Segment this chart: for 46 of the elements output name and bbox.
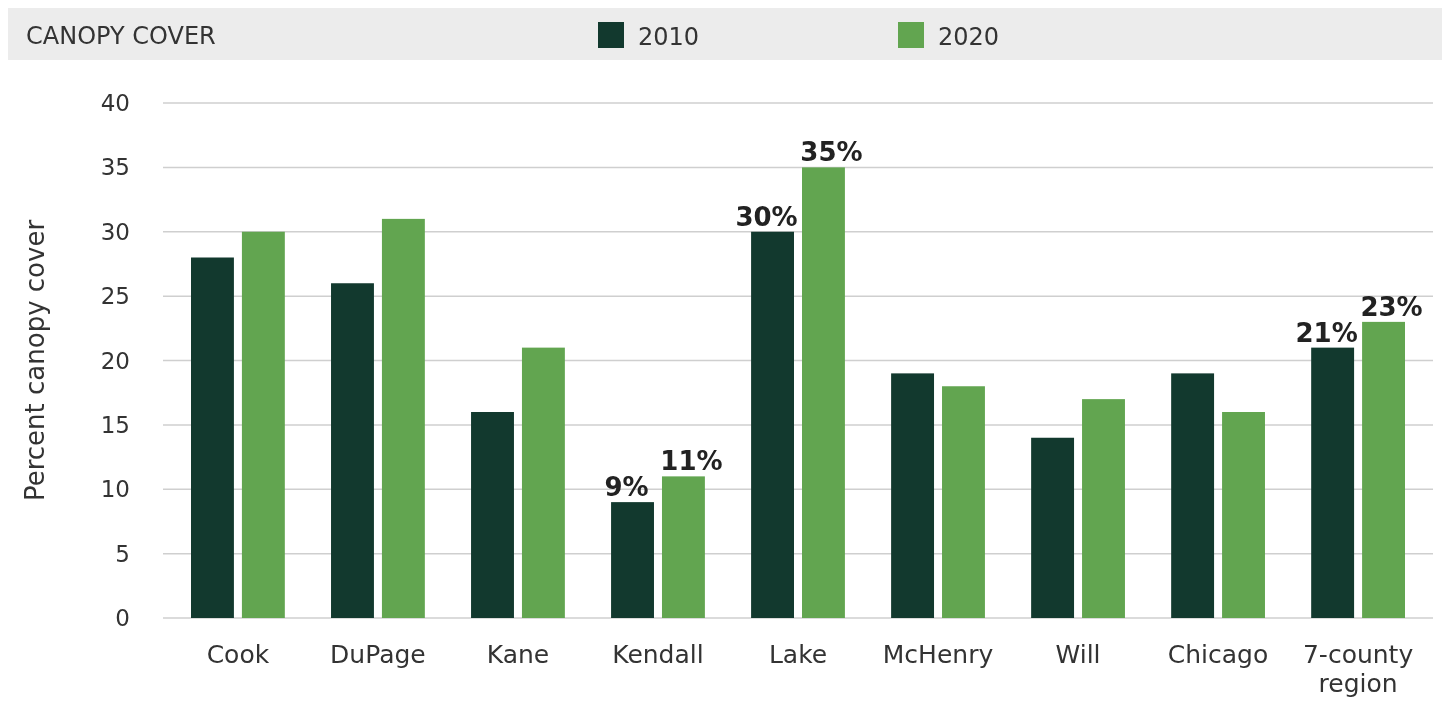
bar — [471, 412, 514, 618]
y-tick-label: 30 — [100, 218, 130, 245]
bar — [1031, 437, 1075, 618]
legend-label: 2010 — [638, 23, 700, 51]
x-tick-label: Kane — [486, 640, 550, 669]
y-tick-label: 15 — [100, 411, 130, 438]
x-tick-label: Lake — [768, 640, 828, 669]
data-label: 35% — [800, 137, 863, 168]
y-tick-label: 35 — [100, 154, 130, 181]
y-axis-title: Percent canopy cover — [20, 219, 50, 502]
bar — [381, 218, 425, 618]
bar — [802, 167, 845, 618]
x-tick-label: Cook — [206, 640, 270, 669]
bar — [1222, 412, 1265, 618]
y-tick-label: 40 — [100, 90, 130, 116]
legend-label: 2020 — [938, 23, 1000, 51]
data-label: 11% — [660, 446, 723, 477]
y-tick-label: 20 — [100, 347, 130, 374]
y-tick-label: 0 — [115, 605, 130, 631]
bar — [191, 257, 234, 618]
bar — [942, 386, 985, 618]
bar — [751, 231, 794, 618]
x-tick-label: 7-county region — [1302, 640, 1414, 698]
data-label: 21% — [1295, 317, 1358, 348]
bar — [661, 476, 705, 618]
bar — [1082, 399, 1125, 618]
x-tick-label: Kendall — [612, 640, 704, 669]
bar — [331, 283, 374, 618]
x-tick-label: Chicago — [1167, 640, 1269, 669]
chart-title: CANOPY COVER — [26, 22, 216, 50]
bar — [891, 373, 935, 618]
y-tick-label: 10 — [100, 476, 130, 503]
x-tick-label: DuPage — [330, 640, 426, 669]
bar — [1362, 321, 1405, 618]
y-tick-label: 25 — [100, 283, 130, 310]
bar — [611, 502, 654, 618]
bar — [1311, 347, 1355, 618]
data-label: 30% — [735, 201, 798, 232]
data-label: 9% — [604, 472, 649, 503]
x-tick-label: McHenry — [882, 640, 994, 669]
y-tick-label: 5 — [115, 540, 130, 567]
x-tick-label: Will — [1055, 640, 1101, 669]
bar — [521, 347, 565, 618]
bar — [241, 231, 285, 618]
data-label: 23% — [1360, 291, 1423, 322]
bar — [1171, 373, 1215, 618]
